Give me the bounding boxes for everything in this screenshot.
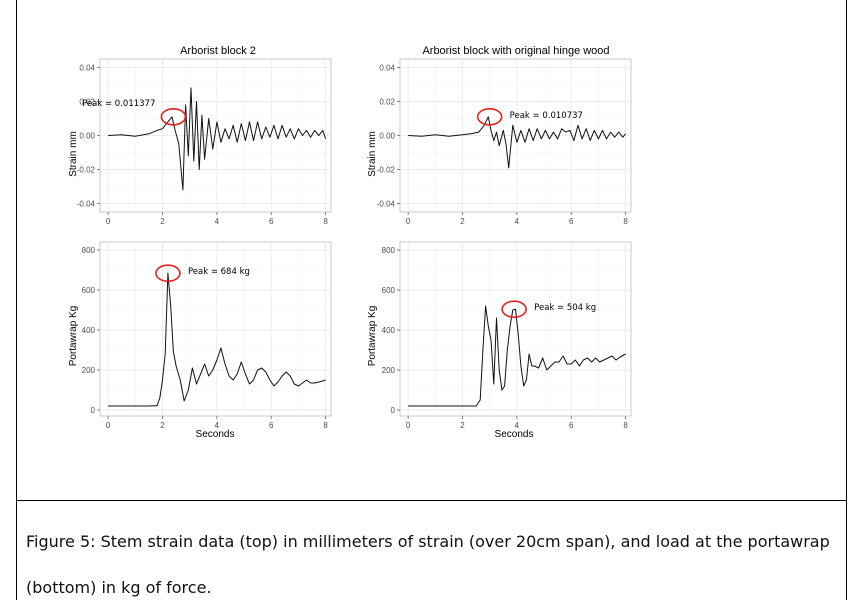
x-axis-label: Seconds — [196, 429, 235, 440]
peak-annotation-label: Peak = 504 kg — [534, 303, 596, 313]
y-tick-label: 0.02 — [79, 98, 95, 107]
y-tick-label: 600 — [382, 286, 396, 295]
x-tick-label: 2 — [460, 217, 465, 226]
peak-circle — [476, 108, 503, 126]
x-tick-label: 4 — [215, 217, 220, 226]
x-tick-label: 8 — [623, 421, 628, 430]
peak-annotation-label: Peak = 0.011377 — [82, 99, 155, 109]
chart-title: Arborist block 2 — [180, 45, 256, 57]
peak-circle — [501, 300, 527, 319]
y-tick-label: 600 — [82, 286, 96, 295]
y-tick-label: -0.02 — [377, 166, 396, 175]
plot-area: 0 2 4 6 8 0 200 400 600 800 Peak = 504 kg — [382, 241, 632, 430]
x-tick-label: 8 — [323, 217, 328, 226]
series-line — [408, 116, 626, 169]
y-tick-label: 800 — [382, 246, 396, 255]
x-tick-label: 0 — [406, 421, 411, 430]
y-tick-label: 0.00 — [79, 132, 95, 141]
x-tick-label: 0 — [406, 217, 411, 226]
x-tick-label: 6 — [569, 421, 574, 430]
plot-border — [99, 241, 332, 417]
figure-caption: Figure 5: Stem strain data (top) in mill… — [26, 519, 836, 611]
y-tick-label: 400 — [82, 326, 96, 335]
x-tick-label: 6 — [569, 217, 574, 226]
y-tick-label: 0.04 — [379, 64, 395, 73]
x-tick-label: 4 — [215, 421, 220, 430]
y-tick-label: 200 — [382, 366, 396, 375]
y-axis-label: Strain mm — [68, 131, 79, 177]
y-axis-label: Portawrap Kg — [68, 306, 79, 367]
plot-area: 0 2 4 6 8 0 200 400 600 800 Peak = 684 kg — [82, 241, 332, 430]
y-tick-label: -0.04 — [377, 200, 396, 209]
x-tick-label: 2 — [160, 217, 165, 226]
y-tick-label: 400 — [382, 326, 396, 335]
x-tick-label: 4 — [515, 217, 520, 226]
chart-panel-strain-arborist-block-2: Arborist block 2 Strain mm 0 2 4 6 8 -0.04 -0.… — [68, 45, 332, 226]
x-axis-label: Seconds — [495, 429, 534, 440]
peak-annotation-label: Peak = 684 kg — [188, 267, 250, 277]
y-tick-label: 200 — [82, 366, 96, 375]
y-tick-label: 0 — [391, 406, 396, 415]
x-tick-label: 0 — [106, 217, 111, 226]
x-tick-label: 2 — [160, 421, 165, 430]
x-tick-label: 8 — [623, 217, 628, 226]
chart-panel-strain-original-hinge-wood: Arborist block with original hinge wood … — [367, 45, 632, 226]
plot-area: 0 2 4 6 8 -0.04 -0.02 0.00 0.02 0.04 Peak = 0.0107… — [377, 58, 632, 226]
y-tick-label: 0.00 — [379, 132, 395, 141]
plot-area: 0 2 4 6 8 -0.04 -0.02 0.00 0.02 0.04 Peak = 0.0113… — [77, 58, 332, 226]
x-tick-label: 2 — [460, 421, 465, 430]
x-tick-label: 4 — [515, 421, 520, 430]
series-line — [108, 87, 327, 191]
caption-line-1: Figure 5: Stem strain data (top) in mill… — [26, 532, 830, 551]
y-axis-label: Portawrap Kg — [367, 306, 378, 367]
plot-border — [399, 241, 632, 417]
x-tick-label: 6 — [269, 421, 274, 430]
chart-title: Arborist block with original hinge wood — [422, 45, 609, 57]
peak-circle — [155, 264, 181, 283]
y-tick-label: 800 — [82, 246, 96, 255]
chart-panel-load-arborist-block-2: Portawrap Kg Seconds 0 2 4 6 8 0 200 400 600 800 P… — [68, 241, 332, 440]
x-tick-label: 6 — [269, 217, 274, 226]
series-line — [108, 272, 326, 407]
x-tick-label: 8 — [323, 421, 328, 430]
y-tick-label: 0 — [91, 406, 96, 415]
peak-circle — [160, 108, 187, 126]
series-line — [408, 305, 626, 407]
y-tick-label: -0.04 — [77, 200, 96, 209]
peak-annotation-label: Peak = 0.010737 — [510, 111, 583, 121]
y-tick-label: 0.02 — [379, 98, 395, 107]
caption-line-2: (bottom) in kg of force. — [26, 578, 212, 597]
x-tick-label: 0 — [106, 421, 111, 430]
chart-panel-load-original-hinge-wood: Portawrap Kg Seconds 0 2 4 6 8 0 200 400 600 800 P… — [367, 241, 632, 440]
y-tick-label: -0.02 — [77, 166, 96, 175]
y-axis-label: Strain mm — [367, 131, 378, 177]
y-tick-label: 0.04 — [79, 64, 95, 73]
